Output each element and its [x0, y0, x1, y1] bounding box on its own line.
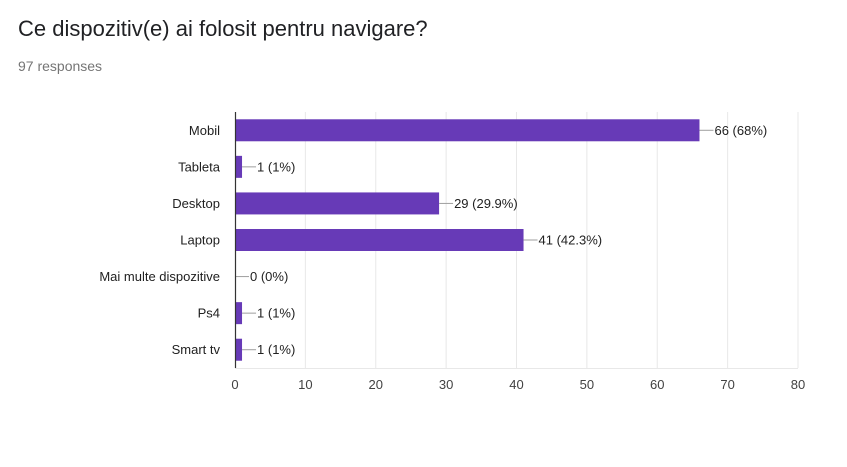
x-tick-label: 70 — [720, 377, 734, 392]
x-tick-label: 10 — [298, 377, 312, 392]
category-label: Laptop — [180, 233, 220, 248]
category-label: Mai multe dispozitive — [99, 269, 220, 284]
category-label: Mobil — [189, 123, 220, 138]
bar — [235, 302, 243, 325]
category-label: Tableta — [178, 159, 221, 174]
bar — [235, 229, 524, 251]
bar — [235, 119, 700, 142]
data-label: 0 (0%) — [250, 269, 288, 284]
data-label: 29 (29.9%) — [454, 196, 518, 211]
response-count: 97 responses — [18, 58, 103, 74]
x-tick-label: 40 — [509, 377, 523, 392]
x-tick-label: 20 — [369, 377, 383, 392]
category-label: Ps4 — [198, 306, 220, 321]
x-tick-label: 50 — [580, 377, 594, 392]
category-label: Desktop — [172, 196, 220, 211]
bar — [235, 338, 243, 361]
bar — [235, 192, 440, 215]
data-label: 1 (1%) — [257, 306, 295, 321]
question-title: Ce dispozitiv(e) ai folosit pentru navig… — [18, 16, 428, 41]
data-label: 1 (1%) — [257, 159, 295, 174]
x-tick-label: 0 — [231, 377, 238, 392]
x-tick-label: 80 — [791, 377, 805, 392]
x-tick-label: 60 — [650, 377, 664, 392]
category-label: Smart tv — [172, 342, 221, 357]
data-label: 41 (42.3%) — [539, 233, 603, 248]
data-label: 66 (68%) — [714, 123, 767, 138]
bar — [235, 155, 243, 178]
data-label: 1 (1%) — [257, 342, 295, 357]
x-tick-label: 30 — [439, 377, 453, 392]
